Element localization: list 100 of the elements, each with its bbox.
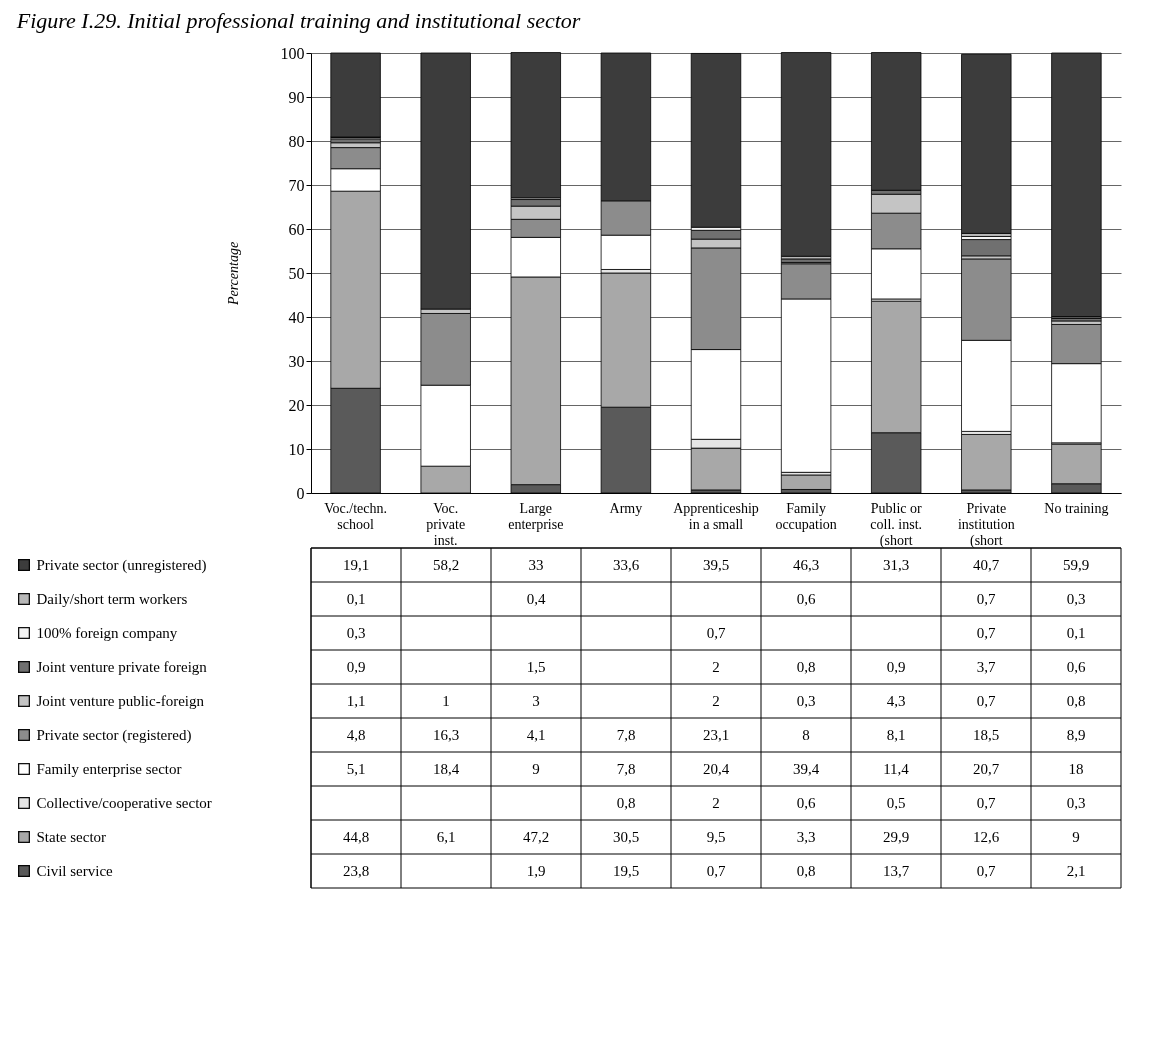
data-label: 58,2 [432,557,460,573]
data-label: 31,3 [882,557,910,573]
data-label: 13,7 [882,863,910,879]
y-tick-label: 70 [288,176,305,194]
data-label: 0,7 [706,863,726,879]
data-label: 23,8 [342,863,370,879]
data-label: 0,8 [616,795,636,811]
data-label: 7,8 [616,727,636,743]
x-tick-label: Voc. private inst. [426,500,466,548]
x-tick-label: Family occupation [775,500,837,532]
data-label: 7,8 [616,761,636,777]
data-label: 0,6 [796,591,816,607]
y-tick-label: 10 [288,440,305,458]
legend-label: 100% foreign company [36,625,178,641]
data-label: 46,3 [792,557,820,573]
data-label: 9 [532,761,540,777]
data-label: 1,1 [346,693,366,709]
data-label: 18 [1068,761,1084,777]
x-tick-label: Apprenticeship in a small [673,500,759,532]
data-label: 2,1 [1066,863,1086,879]
data-label: 9,5 [706,829,726,845]
data-label: 20,7 [972,761,1000,777]
data-label: 0,8 [796,863,816,879]
legend-label: State sector [36,829,107,845]
data-label: 33 [528,557,544,573]
data-label: 19,5 [612,863,640,879]
x-tick-label: No training [1044,500,1109,516]
data-label: 0,7 [976,625,996,641]
y-tick-label: 30 [288,352,305,370]
x-tick-label: Large enterprise [508,500,564,532]
chart-title: Figure I.29. Initial professional training and institutional sector [15,8,581,33]
data-label: 0,3 [1066,591,1086,607]
data-label: 0,3 [1066,795,1086,811]
data-label: 3,7 [976,659,996,675]
data-label: 44,8 [342,829,370,845]
data-label: 18,5 [972,727,1000,743]
data-label: 4,3 [886,693,906,709]
legend-label: Private sector (registered) [36,727,192,744]
data-label: 4,8 [346,727,366,743]
data-label: 11,4 [883,761,910,777]
y-tick-label: 40 [288,308,305,326]
data-label: 0,7 [976,795,996,811]
data-label: 1,9 [526,863,546,879]
data-label: 0,7 [976,693,996,709]
data-label: 20,4 [702,761,730,777]
data-label: 0,4 [526,591,546,607]
data-label: 0,6 [1066,659,1086,675]
data-label: 12,6 [972,829,1000,845]
data-label: 30,5 [612,829,640,845]
data-label: 3,3 [796,829,816,845]
data-label: 6,1 [436,829,456,845]
data-label: 0,8 [1066,693,1086,709]
data-label: 33,6 [612,557,640,573]
data-label: 8,9 [1066,727,1086,743]
data-label: 40,7 [972,557,1000,573]
data-label: 0,7 [706,625,726,641]
data-label: 18,4 [432,761,460,777]
data-label: 39,5 [702,557,730,573]
data-label: 39,4 [792,761,820,777]
legend-label: Collective/cooperative sector [36,795,212,811]
data-label: 0,7 [976,863,996,879]
data-label: 0,9 [346,659,366,675]
data-label: 8,1 [886,727,906,743]
legend-label: Joint venture private foreign [36,659,208,675]
data-label: 16,3 [432,727,460,743]
data-label: 8 [802,727,810,743]
y-axis-title: Percentage [225,241,241,307]
data-label: 0,5 [886,795,906,811]
data-label: 3 [532,693,540,709]
x-tick-label: Voc./techn. school [324,500,387,532]
data-label: 2 [712,659,720,675]
data-label: 4,1 [526,727,546,743]
data-label: 0,8 [796,659,816,675]
legend-label: Daily/short term workers [36,591,188,607]
data-label: 23,1 [702,727,730,743]
y-tick-label: 100 [280,44,305,62]
x-tick-label: Private institution (short [957,500,1015,549]
data-label: 0,3 [796,693,816,709]
data-label: 1 [442,693,450,709]
legend-label: Private sector (unregistered) [36,557,207,574]
data-label: 2 [712,693,720,709]
legend-label: Civil service [36,863,114,879]
data-label: 47,2 [522,829,550,845]
data-label: 0,1 [1066,625,1086,641]
data-label: 1,5 [526,659,546,675]
y-tick-label: 60 [288,220,305,238]
y-tick-label: 20 [288,396,305,414]
data-label: 29,9 [882,829,910,845]
y-tick-label: 50 [288,264,305,282]
legend-label: Joint venture public-foreign [36,693,205,709]
data-label: 0,3 [346,625,366,641]
data-label: 2 [712,795,720,811]
data-label: 0,9 [886,659,906,675]
x-tick-label: Public or coll. inst. (short [870,500,923,549]
y-tick-label: 0 [296,484,305,502]
y-tick-label: 90 [288,88,305,106]
data-label: 19,1 [342,557,370,573]
data-label: 0,1 [346,591,366,607]
data-label: 59,9 [1062,557,1090,573]
data-label: 9 [1072,829,1080,845]
